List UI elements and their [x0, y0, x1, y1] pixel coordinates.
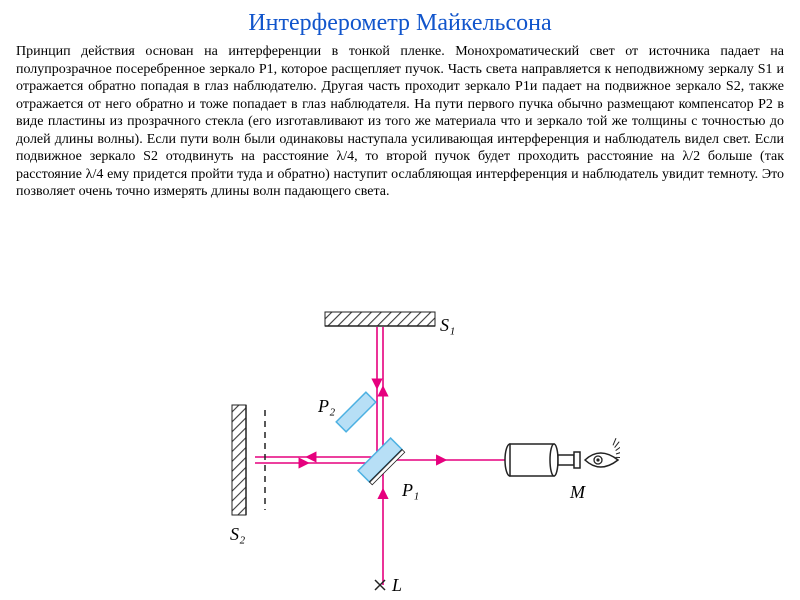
- svg-text:S₁: S₁: [440, 315, 455, 335]
- svg-text:L: L: [391, 575, 402, 595]
- svg-text:S₂: S₂: [230, 524, 245, 544]
- svg-text:M: M: [569, 482, 586, 502]
- interferometer-diagram: S₁ S₂ P₂ P₁ L M: [0, 285, 800, 600]
- svg-text:P₁: P₁: [401, 480, 419, 500]
- svg-text:P₂: P₂: [317, 396, 335, 416]
- page-title: Интерферометр Майкельсона: [16, 10, 784, 37]
- main-paragraph: Принцип действия основан на интерференци…: [16, 43, 784, 201]
